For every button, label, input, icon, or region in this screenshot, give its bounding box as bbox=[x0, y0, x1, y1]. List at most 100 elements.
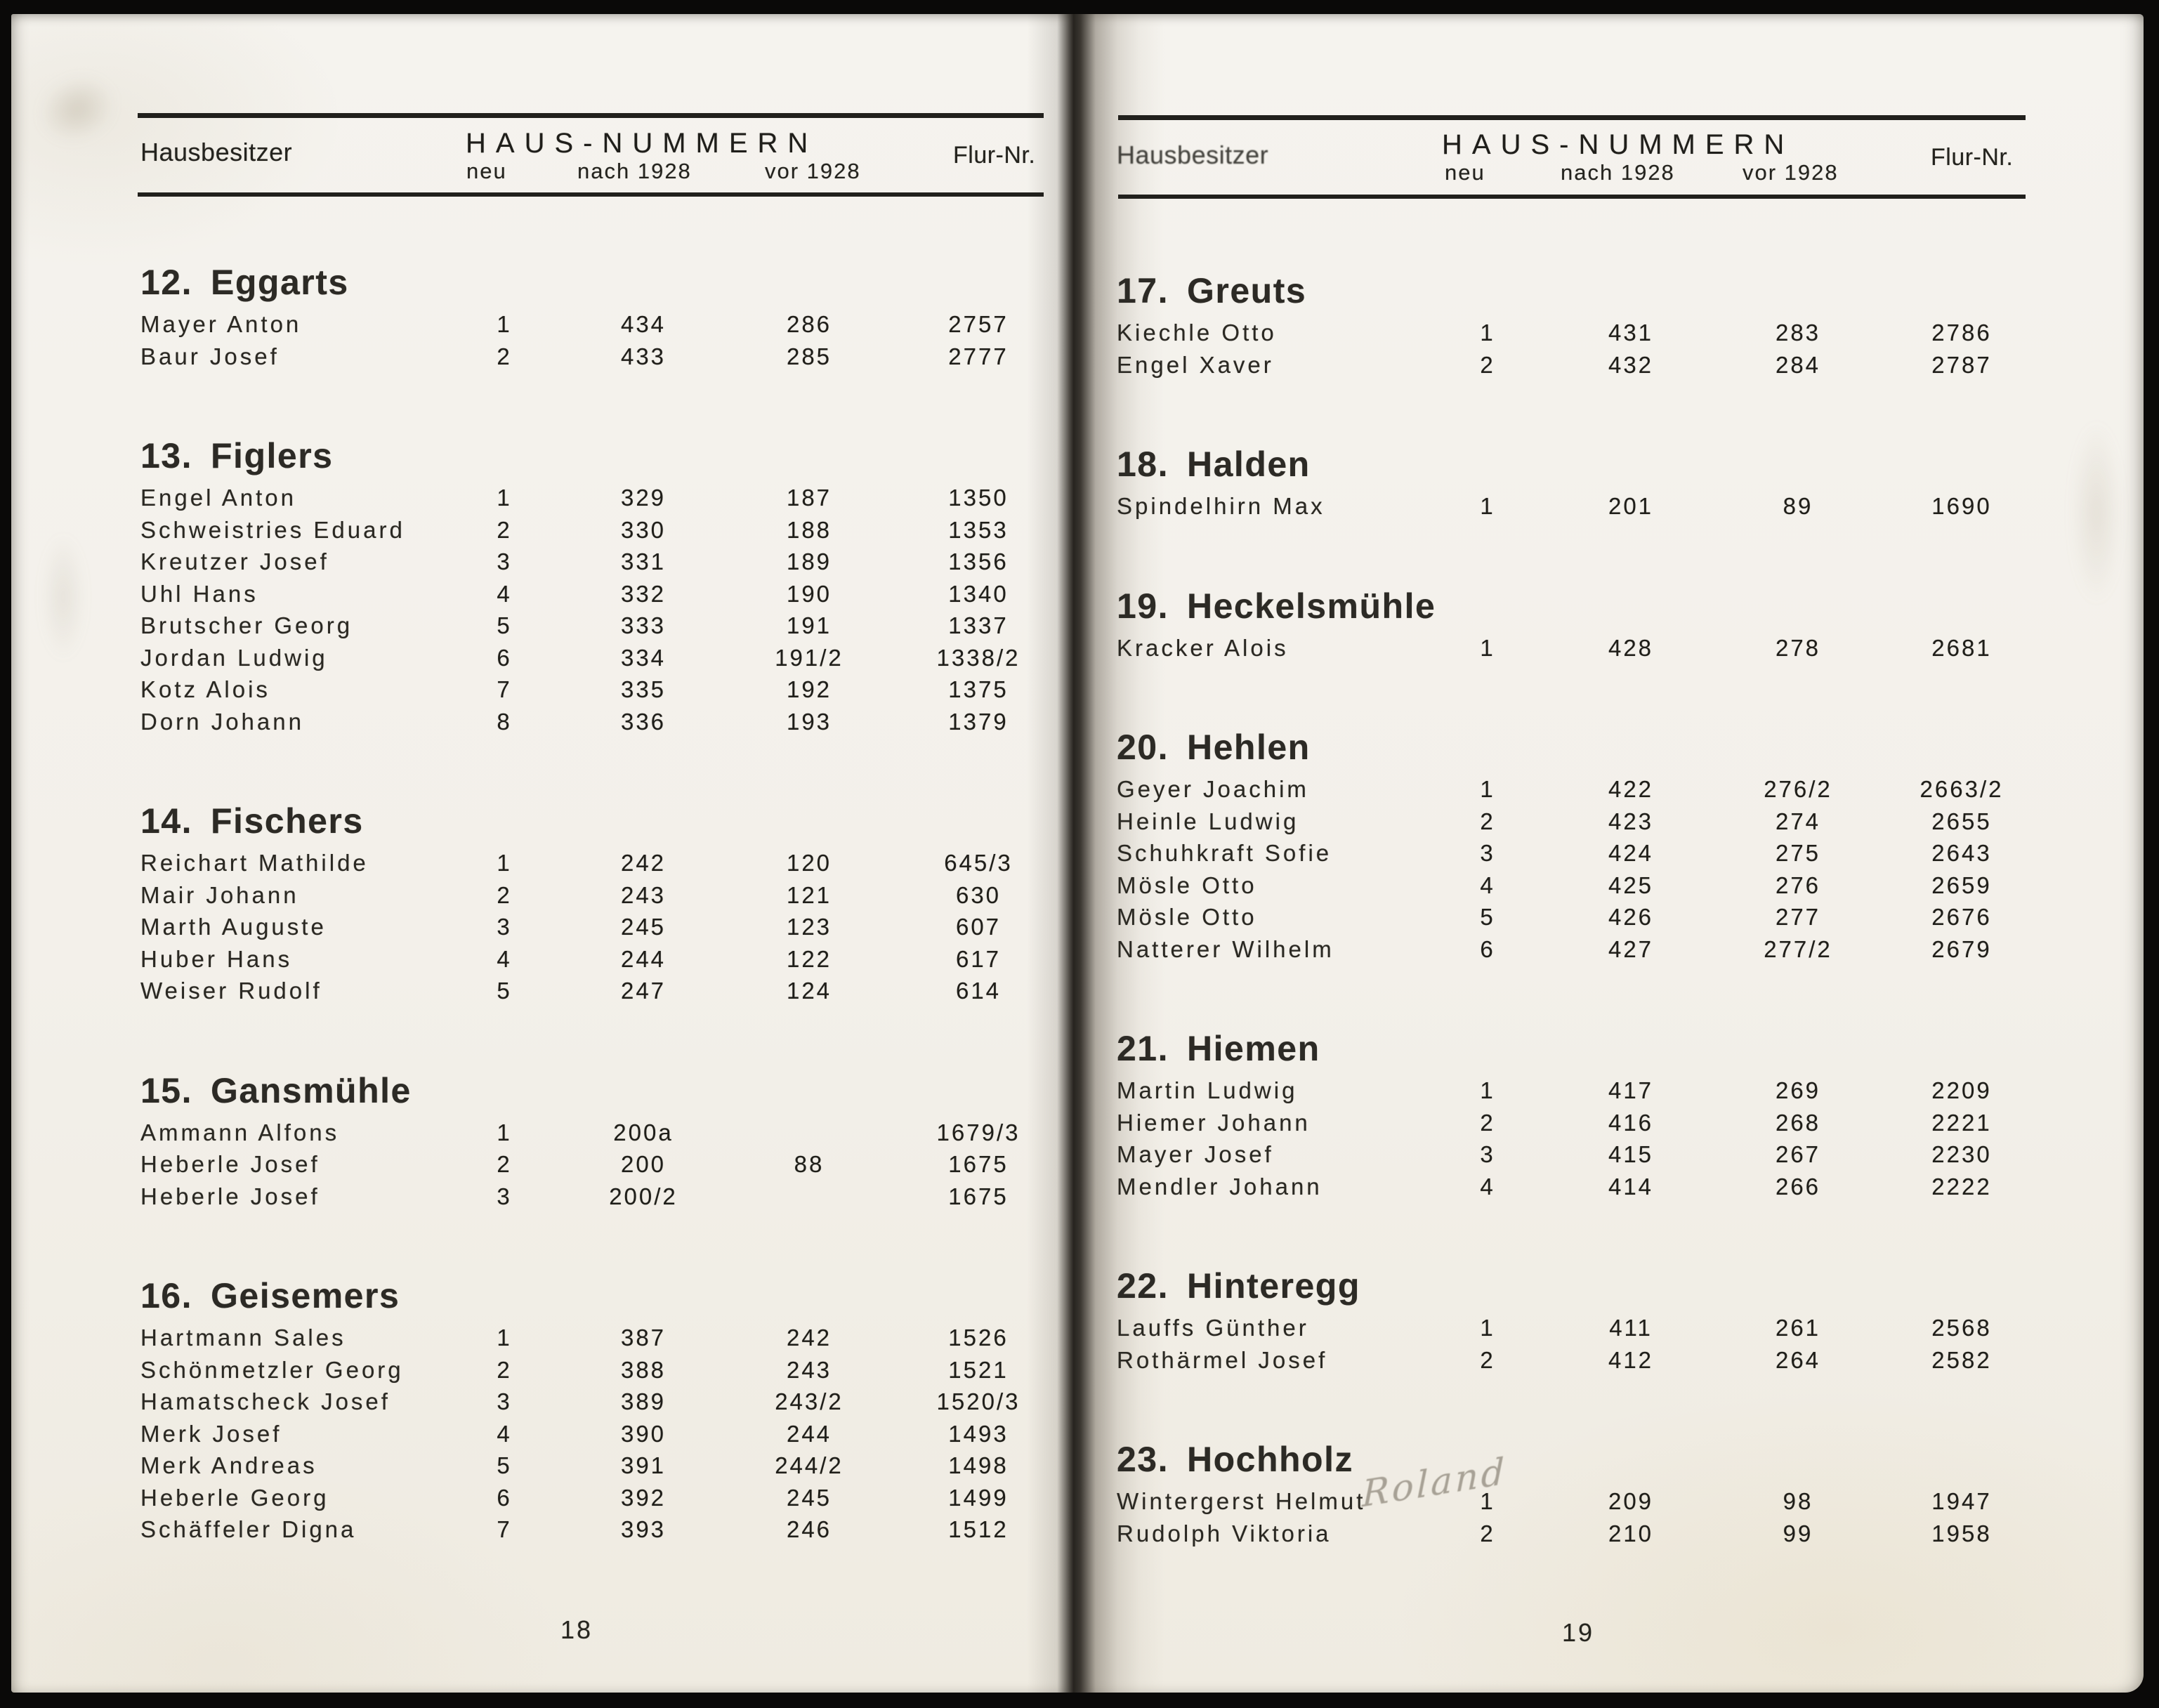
cell-nach: 387 bbox=[620, 1325, 667, 1351]
table-row: Engel Anton 1 329 187 1350 bbox=[140, 485, 1054, 517]
cell-neu: 6 bbox=[497, 1484, 512, 1511]
cell-nach: 391 bbox=[620, 1452, 667, 1478]
section-heading: 16. Geisemers bbox=[140, 1275, 1054, 1315]
cell-nach: 424 bbox=[1608, 840, 1654, 866]
section-rows: Hartmann Sales 1 387 242 1526 Schönmetzler Ge… bbox=[140, 1325, 1054, 1549]
cell-flur: 2663/2 bbox=[1920, 776, 2004, 802]
cell-vor: 123 bbox=[786, 914, 832, 940]
cell-nach: 334 bbox=[620, 644, 667, 671]
cell-flur: 1375 bbox=[948, 676, 1009, 702]
section-number: 21. bbox=[1117, 1029, 1169, 1068]
cell-owner: Heberle Josef bbox=[140, 1183, 320, 1209]
cell-owner: Mösle Otto bbox=[1117, 904, 1257, 930]
cell-owner: Rothärmel Josef bbox=[1117, 1346, 1328, 1373]
cell-owner: Hamatscheck Josef bbox=[140, 1388, 391, 1414]
cell-owner: Reichart Mathilde bbox=[140, 850, 369, 876]
table-row: Lauffs Günther 1 411 261 2568 bbox=[1117, 1315, 2030, 1347]
cell-nach: 426 bbox=[1608, 904, 1654, 930]
table-row: Schönmetzler Georg 2 388 243 1521 bbox=[140, 1357, 1054, 1389]
section-heading: 14. Fischers bbox=[140, 801, 1054, 841]
cell-owner: Hiemer Johann bbox=[1117, 1109, 1311, 1136]
section-number: 13. bbox=[140, 436, 193, 475]
cell-nach: 433 bbox=[620, 343, 667, 369]
cell-nach: 422 bbox=[1608, 776, 1654, 802]
header-rule-bottom bbox=[138, 192, 1044, 197]
section-rows: Ammann Alfons 1 200a 1679/3 Heberle Josef 2 20… bbox=[140, 1119, 1054, 1216]
table-row: Heberle Georg 6 392 245 1499 bbox=[140, 1485, 1054, 1517]
section-title: Greuts bbox=[1187, 271, 1307, 310]
cell-owner: Schuhkraft Sofie bbox=[1117, 840, 1332, 866]
cell-vor: 124 bbox=[786, 978, 832, 1004]
table-right: 17. Greuts Kiechle Otto 1 431 283 2786 Engel Xa… bbox=[1117, 270, 2030, 1612]
cell-owner: Schäffeler Digna bbox=[140, 1516, 357, 1542]
cell-vor: 88 bbox=[794, 1151, 825, 1177]
section-number: 17. bbox=[1117, 271, 1169, 310]
book-gutter-shadow bbox=[1027, 14, 1164, 1693]
cell-nach: 210 bbox=[1608, 1520, 1654, 1546]
cell-vor: 191/2 bbox=[775, 644, 844, 671]
cell-owner: Heinle Ludwig bbox=[1117, 808, 1299, 834]
cell-flur: 1679/3 bbox=[936, 1119, 1021, 1145]
column-header-group: HAUS-NUMMERN bbox=[466, 128, 818, 159]
cell-flur: 1512 bbox=[948, 1516, 1009, 1542]
cell-nach: 432 bbox=[1608, 351, 1654, 378]
cell-nach: 244 bbox=[620, 945, 667, 972]
cell-neu: 2 bbox=[1480, 1520, 1495, 1546]
table-row: Mösle Otto 5 426 277 2676 bbox=[1117, 904, 2030, 936]
cell-nach: 330 bbox=[620, 516, 667, 543]
cell-neu: 1 bbox=[497, 1325, 512, 1351]
table-row: Marth Auguste 3 245 123 607 bbox=[140, 914, 1054, 946]
cell-neu: 4 bbox=[497, 945, 512, 972]
cell-neu: 1 bbox=[1480, 1077, 1495, 1103]
table-row: Engel Xaver 2 432 284 2787 bbox=[1117, 352, 2030, 384]
section-rows: Martin Ludwig 1 417 269 2209 Hiemer Johann 2 41… bbox=[1117, 1077, 2030, 1205]
section-number: 18. bbox=[1117, 445, 1169, 484]
cell-vor: 243 bbox=[786, 1356, 832, 1383]
cell-vor: 243/2 bbox=[775, 1388, 844, 1414]
section-hehlen: 20. Hehlen Geyer Joachim 1 422 276/2 2663/2 Hei… bbox=[1117, 727, 2030, 968]
section-hiemen: 21. Hiemen Martin Ludwig 1 417 269 2209 Hiemer … bbox=[1117, 1028, 2030, 1205]
table-row: Kiechle Otto 1 431 283 2786 bbox=[1117, 320, 2030, 352]
table-row: Mendler Johann 4 414 266 2222 bbox=[1117, 1174, 2030, 1206]
section-heading: 20. Hehlen bbox=[1117, 727, 2030, 767]
cell-neu: 5 bbox=[497, 612, 512, 638]
section-title: Hehlen bbox=[1187, 728, 1311, 767]
cell-flur: 1356 bbox=[948, 548, 1009, 574]
cell-owner: Lauffs Günther bbox=[1117, 1315, 1309, 1341]
cell-flur: 1337 bbox=[948, 612, 1009, 638]
cell-flur: 2582 bbox=[1931, 1346, 1992, 1373]
cell-flur: 1340 bbox=[948, 580, 1009, 607]
cell-vor: 192 bbox=[786, 676, 832, 702]
cell-neu: 6 bbox=[1480, 935, 1495, 962]
column-header-neu: neu bbox=[1445, 160, 1485, 185]
cell-owner: Mair Johann bbox=[140, 881, 299, 908]
cell-neu: 2 bbox=[1480, 1346, 1495, 1373]
cell-neu: 1 bbox=[1480, 320, 1495, 346]
cell-neu: 3 bbox=[497, 1183, 512, 1209]
cell-neu: 2 bbox=[497, 1151, 512, 1177]
cell-vor: 285 bbox=[786, 343, 832, 369]
table-row: Kotz Alois 7 335 192 1375 bbox=[140, 676, 1054, 709]
cell-vor: 274 bbox=[1775, 808, 1821, 834]
cell-owner: Hartmann Sales bbox=[140, 1325, 346, 1351]
cell-owner: Wintergerst Helmut bbox=[1117, 1488, 1366, 1514]
cell-owner: Kotz Alois bbox=[140, 676, 270, 702]
cell-flur: 2787 bbox=[1931, 351, 1992, 378]
table-row: Dorn Johann 8 336 193 1379 bbox=[140, 709, 1054, 741]
section-hinteregg: 22. Hinteregg Lauffs Günther 1 411 261 2568 Rot… bbox=[1117, 1266, 2030, 1379]
cell-vor: 98 bbox=[1783, 1488, 1813, 1514]
cell-nach: 333 bbox=[620, 612, 667, 638]
cell-vor: 276 bbox=[1775, 872, 1821, 898]
cell-neu: 1 bbox=[497, 850, 512, 876]
cell-nach: 428 bbox=[1608, 634, 1654, 661]
cell-neu: 6 bbox=[497, 644, 512, 671]
cell-neu: 2 bbox=[497, 343, 512, 369]
cell-vor: 242 bbox=[786, 1325, 832, 1351]
cell-flur: 1526 bbox=[948, 1325, 1009, 1351]
cell-vor: 122 bbox=[786, 945, 832, 972]
cell-owner: Mösle Otto bbox=[1117, 872, 1257, 898]
cell-flur: 1521 bbox=[948, 1356, 1009, 1383]
table-row: Schäffeler Digna 7 393 246 1512 bbox=[140, 1516, 1054, 1549]
section-rows: Lauffs Günther 1 411 261 2568 Rothärmel Josef… bbox=[1117, 1315, 2030, 1379]
